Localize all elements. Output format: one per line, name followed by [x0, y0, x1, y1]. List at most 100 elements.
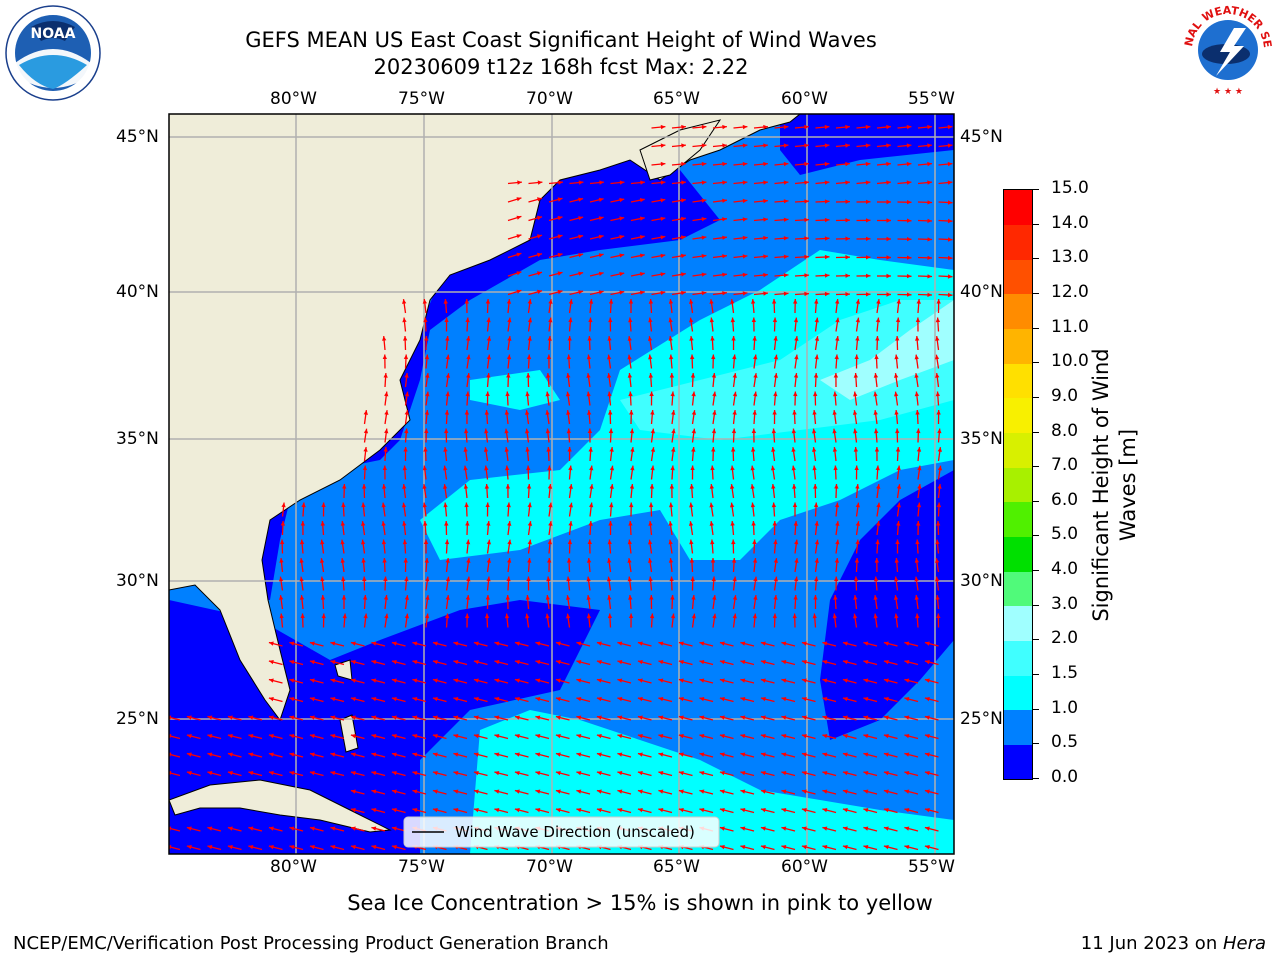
wave-direction-arrowhead — [689, 539, 694, 545]
wave-direction-arrowhead — [289, 678, 295, 683]
wave-direction-arrowhead — [443, 299, 448, 304]
wave-direction-arrowhead — [589, 465, 594, 471]
wave-direction-arrowhead — [537, 289, 542, 294]
wave-direction-arrowhead — [689, 336, 694, 341]
wave-direction-arrowhead — [731, 539, 736, 545]
wave-direction-arrowhead — [701, 161, 707, 167]
wave-direction-arrowhead — [863, 641, 869, 646]
wave-direction-arrowhead — [486, 373, 491, 378]
wave-direction-arrowhead — [547, 484, 553, 489]
wave-direction-arrowhead — [473, 715, 479, 720]
wave-direction-arrowhead — [506, 373, 511, 378]
wave-direction-arrowhead — [309, 697, 315, 702]
wave-direction-arrowhead — [608, 317, 613, 323]
wave-direction-arrowhead — [822, 808, 828, 813]
wave-direction-arrowhead — [924, 715, 930, 720]
wave-direction-arrowhead — [382, 336, 387, 341]
wave-direction-arrowhead — [678, 752, 684, 757]
wave-direction-arrowhead — [279, 613, 284, 619]
wave-direction-arrowhead — [783, 161, 789, 167]
wave-direction-arrowhead — [671, 447, 676, 452]
wave-direction-arrowhead — [299, 558, 304, 563]
wave-direction-arrowhead — [617, 771, 623, 776]
wave-direction-arrowhead — [619, 197, 625, 203]
wave-direction-arrowhead — [596, 697, 602, 702]
wave-direction-arrowhead — [547, 558, 552, 563]
wave-direction-arrowhead — [402, 539, 408, 545]
wave-direction-arrowhead — [596, 789, 602, 794]
wave-direction-arrowhead — [793, 391, 798, 397]
wave-direction-arrowhead — [207, 715, 213, 720]
wave-direction-arrowhead — [822, 660, 828, 665]
wave-direction-arrowhead — [321, 502, 326, 507]
wave-direction-arrowhead — [740, 697, 746, 702]
colorbar-tick-mark — [1033, 708, 1039, 710]
wave-direction-arrowhead — [453, 752, 459, 757]
wave-direction-arrowhead — [207, 771, 213, 776]
wave-direction-arrowhead — [863, 697, 869, 702]
wave-direction-arrowhead — [300, 521, 305, 526]
wave-direction-arrowhead — [883, 734, 889, 739]
wave-direction-arrowhead — [927, 161, 932, 167]
wave-direction-arrowhead — [424, 558, 429, 563]
wave-direction-arrowhead — [760, 808, 766, 813]
wave-direction-arrowhead — [391, 808, 397, 813]
wave-direction-arrowhead — [874, 447, 880, 452]
wave-direction-arrowhead — [832, 428, 837, 434]
wave-direction-arrowhead — [935, 317, 941, 323]
wave-direction-arrowhead — [566, 558, 572, 563]
wave-direction-arrowhead — [711, 447, 716, 452]
wave-direction-arrowhead — [866, 218, 871, 223]
wave-direction-arrowhead — [507, 539, 512, 545]
wave-direction-arrowhead — [906, 143, 912, 148]
wave-direction-arrowhead — [886, 180, 891, 185]
wave-direction-arrowhead — [371, 826, 377, 831]
wave-direction-arrowhead — [783, 236, 789, 241]
wave-direction-arrowhead — [637, 808, 643, 813]
wave-direction-arrowhead — [578, 180, 584, 185]
wave-direction-arrowhead — [576, 789, 582, 794]
wave-direction-arrowhead — [567, 336, 572, 341]
wave-direction-arrowhead — [557, 197, 563, 202]
wave-direction-arrowhead — [596, 808, 602, 813]
wave-direction-arrowhead — [750, 502, 756, 508]
wave-direction-arrowhead — [637, 734, 643, 739]
wave-direction-arrowhead — [783, 254, 789, 259]
wave-direction-arrowhead — [598, 216, 604, 221]
wave-direction-arrowhead — [760, 678, 766, 683]
wave-direction-arrowhead — [494, 752, 500, 757]
wave-direction-arrowhead — [794, 576, 799, 582]
wave-direction-arrowhead — [914, 354, 919, 360]
wave-direction-arrowhead — [875, 317, 881, 323]
colorbar-tick-mark — [1033, 639, 1039, 641]
wave-direction-arrowhead — [813, 391, 818, 397]
wave-direction-arrowhead — [587, 539, 592, 544]
wave-direction-arrowhead — [740, 789, 746, 794]
wave-direction-arrowhead — [586, 373, 591, 378]
wave-direction-arrowhead — [321, 613, 326, 619]
wave-direction-arrowhead — [832, 410, 837, 415]
wave-direction-arrowhead — [863, 734, 869, 739]
wave-direction-arrowhead — [289, 734, 295, 739]
colorbar-tick-label: 11.0 — [1051, 316, 1089, 337]
wave-direction-arrowhead — [619, 234, 625, 240]
wave-direction-arrowhead — [516, 215, 522, 220]
wave-direction-arrowhead — [444, 317, 449, 322]
wave-direction-arrowhead — [545, 391, 550, 397]
wave-direction-arrowhead — [514, 789, 520, 794]
wave-direction-arrowhead — [227, 845, 233, 850]
wave-direction-arrowhead — [865, 143, 871, 148]
wave-direction-arrowhead — [671, 428, 676, 434]
wave-direction-arrowhead — [637, 641, 643, 646]
wave-direction-arrowhead — [763, 235, 768, 241]
wave-direction-arrowhead — [873, 576, 879, 582]
wave-direction-arrowhead — [617, 641, 623, 646]
wave-direction-arrowhead — [835, 539, 840, 545]
wave-direction-arrowhead — [589, 502, 594, 508]
wave-direction-arrowhead — [289, 660, 295, 665]
wave-direction-arrowhead — [865, 161, 871, 167]
wave-direction-arrowhead — [853, 576, 859, 582]
wave-direction-arrowhead — [947, 180, 953, 185]
wave-direction-arrowhead — [537, 234, 542, 239]
